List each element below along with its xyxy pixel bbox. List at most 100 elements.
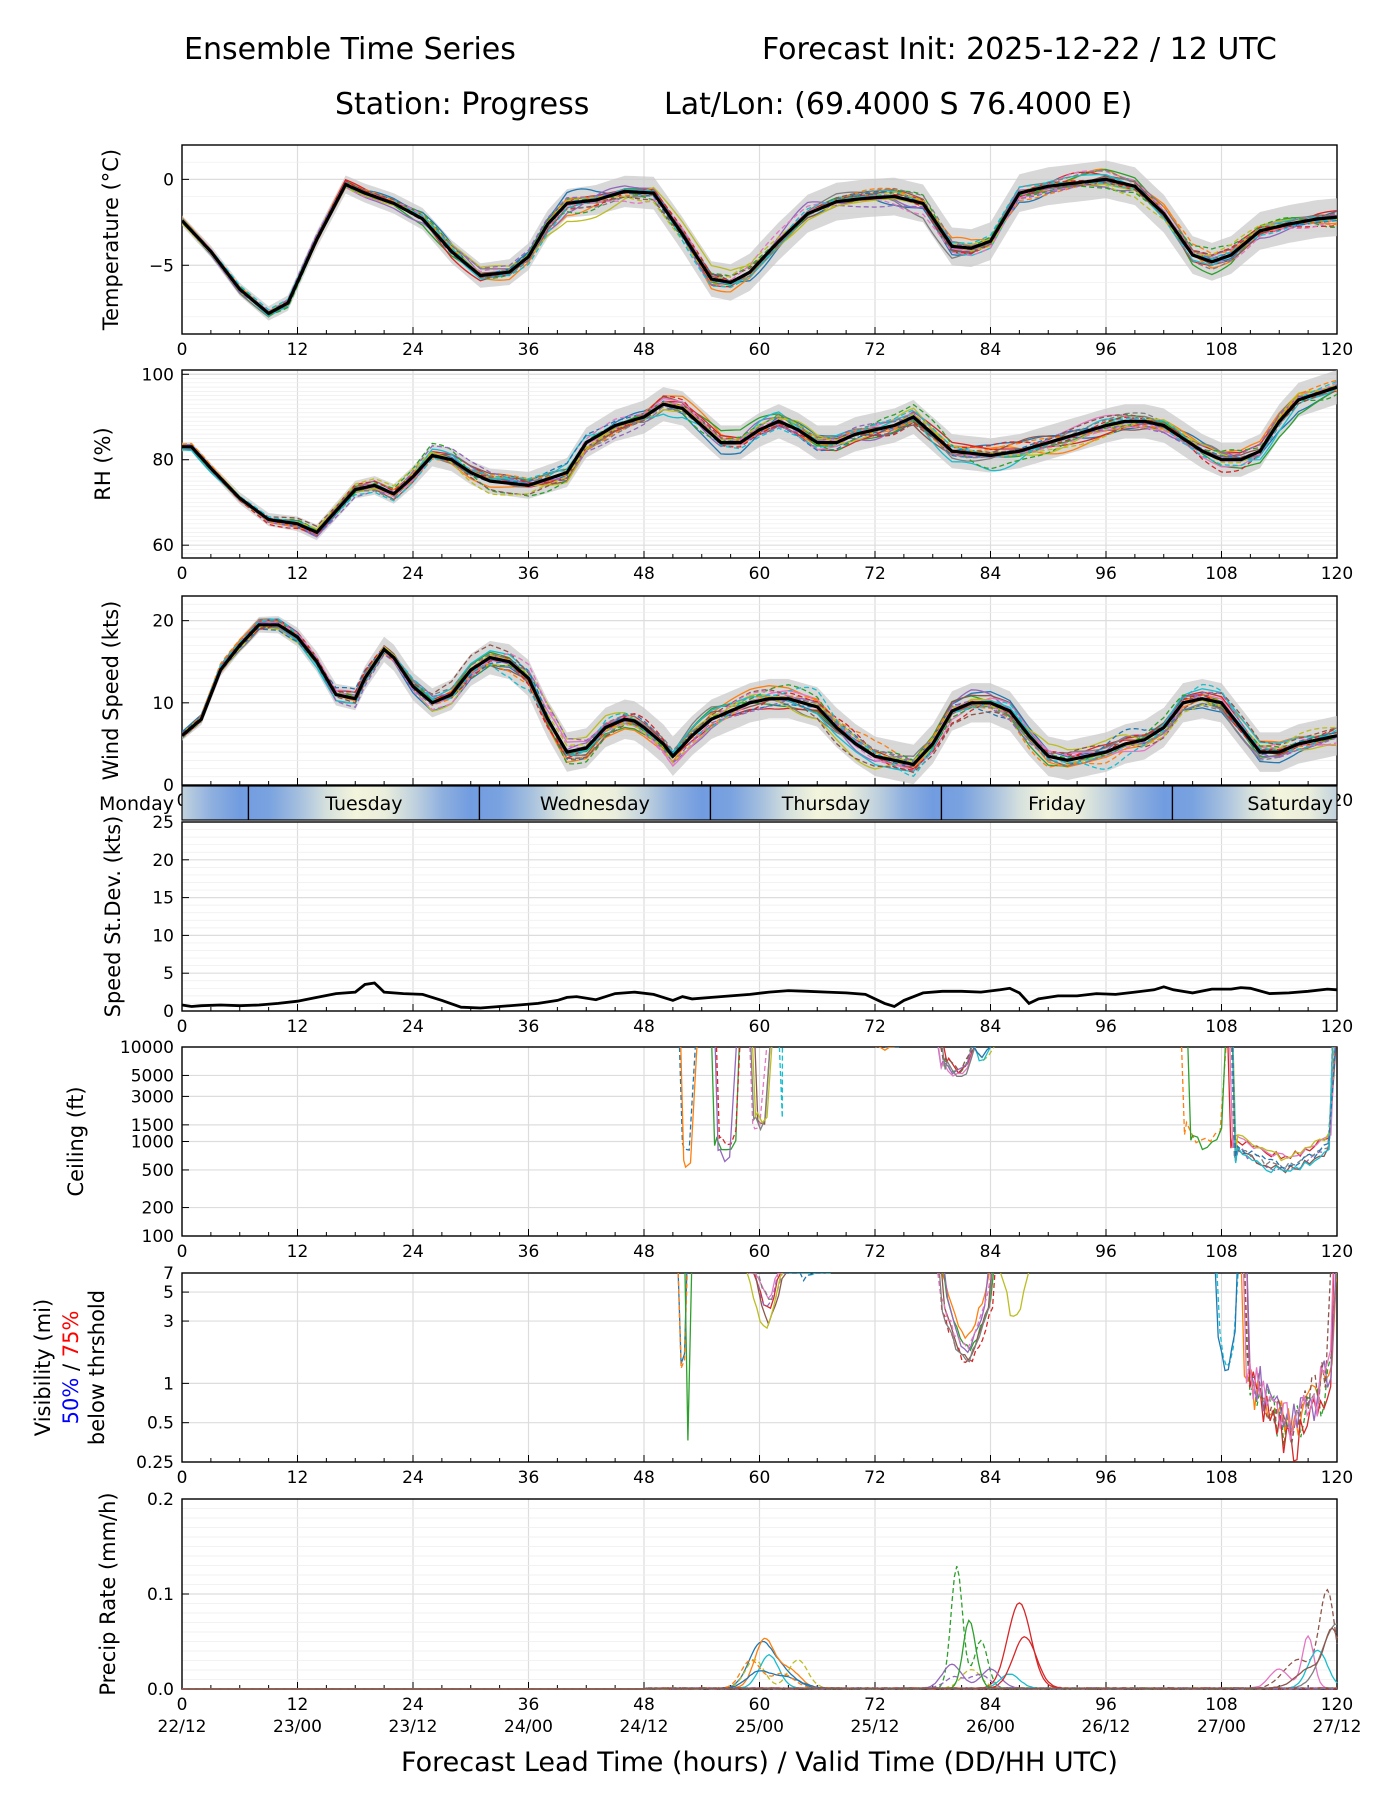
- ceiling-member-27: [1229, 1047, 1336, 1159]
- visibility-member-12: [941, 1273, 990, 1340]
- wind-member-20: [182, 618, 1337, 777]
- latlon-label: Lat/Lon: (69.4000 S 76.4000 E): [664, 87, 1133, 122]
- x-tick-label: 120: [1321, 564, 1353, 584]
- y-tick-label: 1500: [131, 1116, 174, 1136]
- rh-member-20: [182, 380, 1337, 534]
- x-tick-label: 24: [402, 1695, 424, 1715]
- x-tick-label: 96: [1095, 1695, 1117, 1715]
- temperature-series: [182, 160, 1337, 321]
- x-tick-label: 108: [1205, 340, 1237, 360]
- y-tick-label: 7: [163, 1264, 174, 1284]
- x-tick-label: 84: [980, 1242, 1002, 1262]
- ceiling-member-1: [678, 1047, 696, 1151]
- ceiling-member-28: [1230, 1047, 1336, 1171]
- x-tick-label: 120: [1321, 1468, 1353, 1488]
- ceiling-member-18: [941, 1047, 976, 1078]
- y-tick-label: 0: [163, 170, 174, 190]
- wind-member-11: [182, 628, 1337, 767]
- day-band-background: [181, 785, 1338, 821]
- valid-time-label: 25/00: [735, 1717, 784, 1737]
- x-tick-label: 48: [633, 1468, 655, 1488]
- precip-member-16: [182, 1627, 1338, 1690]
- wind-member-16: [182, 625, 1337, 774]
- rh-mean-line: [182, 385, 1337, 535]
- x-tick-label: 24: [402, 564, 424, 584]
- x-tick-label: 60: [749, 1017, 771, 1037]
- temperature-member-17: [182, 170, 1337, 314]
- day-band: Monday Tuesday Wednesday Thursday Friday Satu…: [99, 785, 1338, 821]
- day-label-saturday: Saturday: [1247, 793, 1333, 815]
- x-tick-label: 108: [1205, 1468, 1237, 1488]
- ceiling-member-21: [972, 1047, 991, 1059]
- station-label: Station: Progress: [335, 87, 590, 122]
- visibility-member-20: [1216, 1273, 1239, 1368]
- y-tick-label: 0.1: [147, 1585, 174, 1605]
- ceiling-member-4: [715, 1047, 741, 1146]
- y-axis-label: Wind Speed (kts): [99, 601, 123, 781]
- x-tick-label: 84: [980, 1695, 1002, 1715]
- x-tick-label: 60: [749, 1242, 771, 1262]
- wind-mean-line: [182, 623, 1337, 767]
- y-tick-label: 10000: [120, 1038, 174, 1058]
- x-tick-label: 0: [177, 564, 188, 584]
- x-tick-label: 96: [1095, 564, 1117, 584]
- panel-wind: 0122436486072849610812001020Wind Speed (…: [99, 595, 1353, 811]
- y-tick-label: 80: [152, 451, 174, 471]
- y-tick-label: 0.0: [147, 1680, 174, 1700]
- x-axis-label: Forecast Lead Time (hours) / Valid Time …: [401, 1747, 1118, 1778]
- chart-title: Ensemble Time Series: [184, 32, 516, 67]
- day-label-tuesday: Tuesday: [324, 793, 402, 815]
- panel-rh: 0 12 24 36 48 60 72 84 96 108 120 60 80 100 RH (%): [91, 365, 1353, 584]
- y-tick-label: 5: [163, 1283, 174, 1303]
- x-tick-label: 12: [287, 1242, 309, 1262]
- ceiling-member-25: [1232, 1047, 1333, 1172]
- y-tick-label: 0.5: [147, 1414, 174, 1434]
- x-tick-label: 120: [1321, 1242, 1353, 1262]
- x-tick-label: 12: [287, 564, 309, 584]
- x-tick-label: 12: [287, 340, 309, 360]
- x-tick-label: 0: [177, 1242, 188, 1262]
- x-tick-label: 24: [402, 1017, 424, 1037]
- x-tick-label: 12: [287, 1695, 309, 1715]
- valid-time-label: 23/12: [389, 1717, 438, 1737]
- visibility-member-8: [752, 1273, 789, 1300]
- y-tick-label: 100: [142, 1227, 174, 1247]
- forecast-init-label: Forecast Init: 2025-12-22 / 12 UTC: [762, 32, 1277, 67]
- visibility-member-18: [938, 1273, 993, 1363]
- x-tick-label: 48: [633, 564, 655, 584]
- x-tick-label: 108: [1205, 564, 1237, 584]
- x-tick-label: 84: [980, 1017, 1002, 1037]
- x-tick-label: 96: [1095, 1468, 1117, 1488]
- x-tick-label: 96: [1095, 340, 1117, 360]
- y-axis-label: Ceiling (ft): [64, 1086, 88, 1196]
- ceiling-member-8: [750, 1047, 771, 1132]
- wind-series: [182, 616, 1337, 785]
- y-tick-label: 5000: [131, 1066, 174, 1086]
- x-tick-label: 60: [749, 564, 771, 584]
- panel-precip: 0 12 24 36 48 60 72 84 96 108 120 0.0 0.1 0.2 Precip R…: [96, 1490, 1362, 1778]
- y-tick-label: 0.2: [147, 1490, 174, 1510]
- valid-time-label: 23/00: [273, 1717, 322, 1737]
- panel-ceiling: 0 12 24 36 48 60 72 84 96 108 120 100 200 500 10001500…: [64, 1038, 1353, 1262]
- valid-time-label: 24/12: [620, 1717, 669, 1737]
- valid-time-label: 26/12: [1082, 1717, 1131, 1737]
- ceiling-member-22: [1180, 1047, 1227, 1144]
- ceiling-member-31: [1231, 1047, 1337, 1169]
- ceiling-member-26: [1231, 1047, 1337, 1174]
- x-tick-label: 48: [633, 340, 655, 360]
- rh-member-18: [182, 387, 1337, 532]
- x-tick-label: 36: [518, 1695, 540, 1715]
- temperature-member-18: [182, 169, 1337, 313]
- y-tick-label: 1000: [131, 1133, 174, 1153]
- visibility-member-25: [1246, 1273, 1337, 1432]
- ceiling-member-10: [778, 1047, 784, 1118]
- x-tick-label: 24: [402, 1242, 424, 1262]
- precip-series: [182, 1566, 1338, 1690]
- x-tick-label: 12: [287, 1468, 309, 1488]
- x-tick-label: 96: [1095, 1242, 1117, 1262]
- ceiling-member-5: [714, 1047, 737, 1163]
- x-tick-label: 72: [864, 1017, 886, 1037]
- y-axis-label: RH (%): [91, 427, 115, 500]
- visibility-member-21: [1214, 1273, 1238, 1372]
- ceiling-member-30: [1232, 1047, 1334, 1174]
